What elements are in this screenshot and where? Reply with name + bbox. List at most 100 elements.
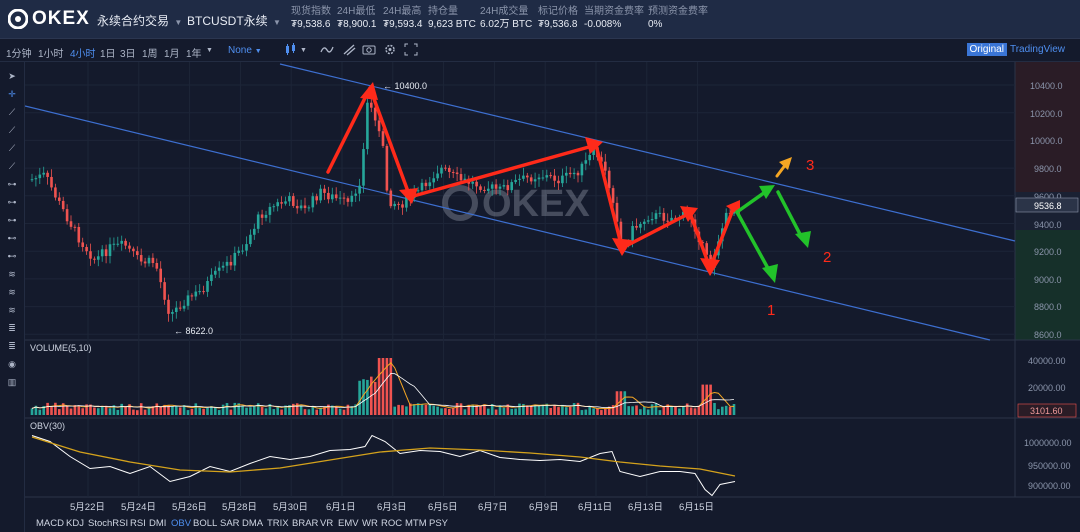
volume-bar bbox=[631, 406, 634, 415]
candle-body bbox=[61, 200, 65, 210]
drawing-tool-icon[interactable] bbox=[342, 43, 356, 56]
interval-1d[interactable]: 1日 bbox=[100, 49, 116, 60]
indicator-dmi[interactable]: DMI bbox=[149, 518, 167, 529]
volume-bar bbox=[292, 403, 295, 415]
volume-bar bbox=[662, 405, 666, 415]
indicator-macd[interactable]: MACD bbox=[36, 518, 64, 529]
candle-body bbox=[428, 182, 432, 187]
candle-body bbox=[639, 224, 642, 228]
volume-bar bbox=[428, 404, 432, 415]
trend-line-icon[interactable]: ⟋ bbox=[8, 107, 16, 117]
chevron-down-icon[interactable]: ▼ bbox=[206, 47, 213, 54]
indicator-emv[interactable]: EMV bbox=[338, 518, 359, 529]
interval-1y[interactable]: 1年 bbox=[186, 49, 202, 60]
indicator-roc[interactable]: ROC bbox=[381, 518, 403, 529]
volume-bar bbox=[73, 405, 77, 415]
volume-bar bbox=[576, 402, 580, 415]
volume-bar bbox=[455, 403, 459, 415]
candle-body bbox=[448, 167, 451, 172]
candle-body bbox=[389, 190, 393, 207]
horizontal-ray-icon[interactable]: ⊶ bbox=[7, 197, 17, 207]
crosshair-icon[interactable]: ✛ bbox=[8, 89, 16, 99]
fullscreen-icon[interactable] bbox=[404, 43, 418, 56]
indicator-stochrsi[interactable]: StochRSI bbox=[88, 518, 129, 529]
indicator-wave-icon[interactable] bbox=[320, 43, 334, 56]
camera-icon[interactable] bbox=[362, 43, 376, 56]
view-tradingview-button[interactable]: TradingView bbox=[1009, 44, 1065, 55]
horizontal-segment-icon[interactable]: ⊶ bbox=[7, 215, 17, 225]
volume-bar bbox=[717, 409, 720, 415]
volume-bar bbox=[728, 406, 732, 415]
view-original-button[interactable]: Original bbox=[966, 43, 1007, 56]
indicator-wr[interactable]: WR bbox=[362, 518, 378, 529]
ray-icon[interactable]: ⟋ bbox=[8, 125, 16, 135]
indicator-dma[interactable]: DMA bbox=[242, 518, 264, 529]
price-line-icon[interactable]: ⊷ bbox=[7, 251, 17, 261]
indicator-brar[interactable]: BRAR bbox=[292, 518, 319, 529]
cursor-icon[interactable]: ➤ bbox=[8, 71, 16, 81]
volume-bar bbox=[327, 404, 330, 415]
interval-1m[interactable]: 1月 bbox=[164, 49, 180, 60]
interval-1min[interactable]: 1分钟 bbox=[6, 49, 32, 60]
settings-icon[interactable] bbox=[383, 43, 397, 56]
horizontal-line-icon[interactable]: ⊶ bbox=[7, 179, 17, 189]
candle-body bbox=[471, 181, 474, 184]
contract-selector[interactable]: 永续合约交易 ▼ bbox=[97, 12, 182, 29]
volume-bar bbox=[104, 405, 108, 415]
candle-body bbox=[237, 250, 240, 253]
volume-bar bbox=[260, 406, 264, 415]
candle-body bbox=[572, 172, 576, 175]
candle-body bbox=[643, 221, 646, 225]
compare-select[interactable]: None ▼ bbox=[228, 45, 262, 56]
fib-extension-icon[interactable]: ≣ bbox=[8, 341, 16, 351]
indicator-boll[interactable]: BOLL bbox=[193, 518, 218, 529]
candle-body bbox=[553, 175, 556, 181]
candle-body bbox=[646, 220, 650, 222]
candle-body bbox=[366, 102, 369, 150]
interval-4h[interactable]: 4小时 bbox=[70, 49, 96, 60]
candle-type-icon[interactable] bbox=[284, 43, 298, 56]
channel-upper-line[interactable] bbox=[279, 63, 1016, 242]
indicator-kdj[interactable]: KDJ bbox=[66, 518, 84, 529]
candle-body bbox=[186, 295, 190, 306]
date-tick: 6月5日 bbox=[428, 502, 458, 513]
eye-icon[interactable]: ◉ bbox=[8, 359, 16, 369]
interval-3d[interactable]: 3日 bbox=[120, 49, 136, 60]
parallel-channel-icon[interactable]: ≋ bbox=[8, 269, 16, 279]
channel-lower-line[interactable] bbox=[25, 105, 991, 341]
candle-body bbox=[498, 186, 502, 189]
indicator-mtm[interactable]: MTM bbox=[405, 518, 427, 529]
indicator-vr[interactable]: VR bbox=[320, 518, 334, 529]
regression-icon[interactable]: ≋ bbox=[8, 287, 16, 297]
green-arrows-annotation[interactable] bbox=[735, 188, 804, 274]
indicator-psy[interactable]: PSY bbox=[429, 518, 449, 529]
indicator-sar[interactable]: SAR bbox=[220, 518, 240, 529]
candle-body bbox=[487, 188, 490, 191]
indicator-rsi[interactable]: RSI bbox=[130, 518, 146, 529]
volume-bar bbox=[615, 391, 619, 415]
indicator-trix[interactable]: TRIX bbox=[267, 518, 289, 529]
volume-bar bbox=[373, 381, 377, 415]
interval-1h[interactable]: 1小时 bbox=[38, 49, 64, 60]
price-chart[interactable]: OKEX ← 10400.0 ← 8622.0 bbox=[25, 62, 1080, 532]
price-axis-upper-tint bbox=[1015, 62, 1080, 192]
segment-icon[interactable]: ⟋ bbox=[8, 161, 16, 171]
volume-bar bbox=[658, 410, 662, 415]
chart-area[interactable]: OKEX ← 10400.0 ← 8622.0 bbox=[25, 62, 1080, 532]
indicator-obv[interactable]: OBV bbox=[171, 518, 192, 529]
trash-icon[interactable]: ▥ bbox=[7, 377, 17, 387]
interval-1w[interactable]: 1周 bbox=[142, 49, 158, 60]
vertical-line-icon[interactable]: ⊷ bbox=[7, 233, 17, 243]
fib-retracement-icon[interactable]: ≣ bbox=[8, 323, 16, 333]
candle-body bbox=[108, 244, 112, 257]
volume-bar bbox=[533, 404, 537, 415]
volume-bar bbox=[42, 405, 45, 415]
pair-selector[interactable]: BTCUSDT永续 ▼ bbox=[187, 12, 281, 29]
okex-logo[interactable]: OKEX bbox=[8, 8, 90, 30]
pitchfork-icon[interactable]: ≋ bbox=[8, 305, 16, 315]
price-tick: 10200.0 bbox=[1030, 109, 1063, 119]
chevron-down-icon[interactable]: ▼ bbox=[300, 47, 307, 54]
extended-line-icon[interactable]: ⟋ bbox=[8, 143, 16, 153]
volume-bar bbox=[475, 404, 478, 415]
volume-ma-line bbox=[31, 373, 735, 409]
